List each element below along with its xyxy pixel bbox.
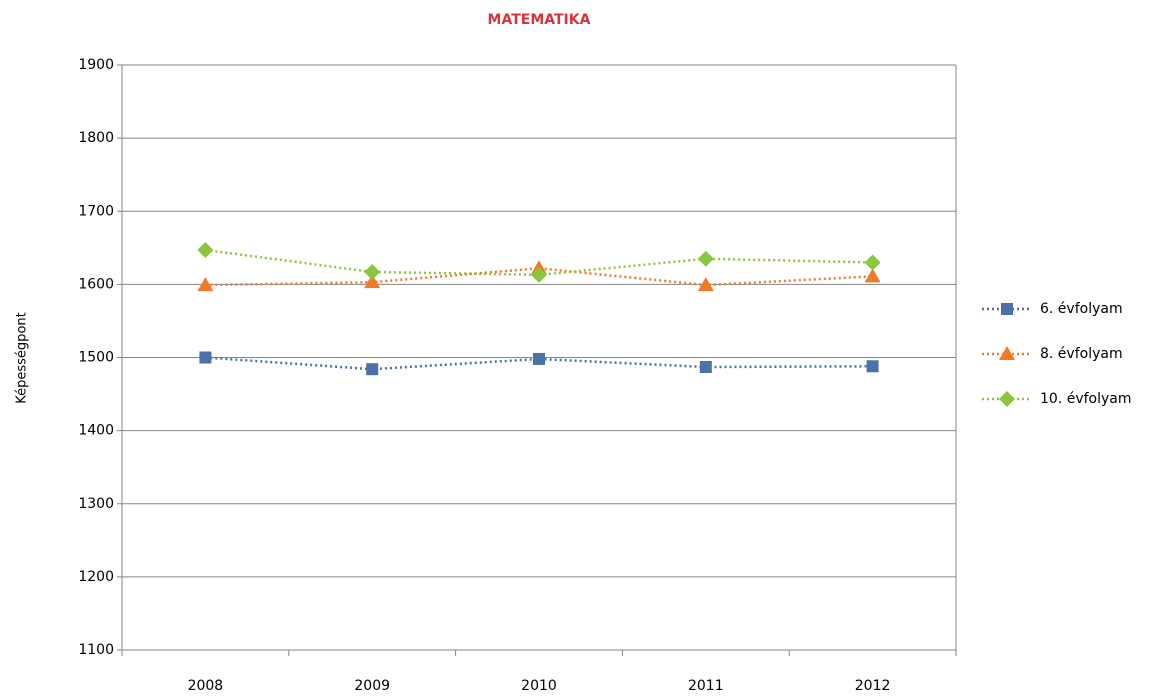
marker (699, 361, 712, 374)
x-tick-label: 2008 (188, 678, 224, 694)
y-tick-label: 1400 (78, 423, 114, 439)
y-tick-label: 1700 (78, 203, 114, 219)
y-tick-label: 1600 (78, 276, 114, 292)
x-tick-label: 2012 (855, 678, 891, 694)
marker (864, 254, 881, 271)
marker (697, 277, 714, 292)
marker (366, 363, 379, 376)
marker (531, 266, 547, 283)
marker (197, 277, 214, 292)
chart-title: MATEMATIKA (488, 12, 591, 28)
marker (197, 242, 214, 259)
marker (199, 351, 212, 364)
marker (999, 346, 1015, 360)
y-axis-label: Képességpont (15, 312, 30, 403)
line (205, 267, 873, 287)
y-tick-label: 1900 (78, 57, 114, 73)
legend-label: 8. évfolyam (1040, 346, 1123, 362)
x-tick-label: 2011 (688, 678, 724, 694)
marker (1001, 303, 1013, 315)
marker (364, 263, 381, 280)
marker (999, 391, 1015, 407)
marker (533, 352, 545, 365)
y-tick-label: 1300 (78, 496, 114, 512)
y-tick-label: 1200 (78, 569, 114, 585)
y-tick-label: 1800 (78, 130, 114, 146)
y-tick-label: 1100 (78, 642, 114, 658)
marker (864, 268, 881, 283)
marker (866, 360, 879, 373)
x-tick-label: 2009 (354, 678, 390, 694)
legend-label: 6. évfolyam (1040, 301, 1123, 317)
marker (697, 250, 714, 267)
marker (364, 274, 381, 289)
line (205, 356, 873, 371)
x-tick-label: 2010 (521, 678, 557, 694)
legend-label: 10. évfolyam (1040, 391, 1132, 407)
y-tick-label: 1500 (78, 350, 114, 366)
